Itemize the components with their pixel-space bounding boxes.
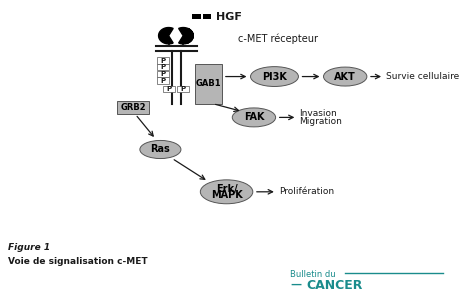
Text: —: — xyxy=(291,280,301,290)
Text: P: P xyxy=(180,86,185,92)
Text: AKT: AKT xyxy=(334,71,356,81)
Bar xyxy=(157,64,169,71)
Text: GRB2: GRB2 xyxy=(120,103,146,112)
Ellipse shape xyxy=(201,180,253,204)
Bar xyxy=(157,71,169,77)
Text: Erk/: Erk/ xyxy=(216,184,237,194)
Ellipse shape xyxy=(232,108,275,127)
Text: Voie de signalisation c-MET: Voie de signalisation c-MET xyxy=(8,257,147,266)
Text: GAB1: GAB1 xyxy=(195,79,221,88)
Bar xyxy=(157,57,169,64)
Bar xyxy=(192,14,201,19)
Polygon shape xyxy=(179,28,193,44)
Text: Survie cellulaire: Survie cellulaire xyxy=(386,72,459,81)
Text: Migration: Migration xyxy=(299,117,342,126)
Text: P: P xyxy=(160,78,165,83)
Text: Bulletin du: Bulletin du xyxy=(291,270,336,279)
Bar xyxy=(163,86,175,92)
Bar xyxy=(117,101,149,113)
Text: P: P xyxy=(160,58,165,64)
Text: CANCER: CANCER xyxy=(306,279,363,292)
Text: PI3K: PI3K xyxy=(262,71,287,81)
Text: P: P xyxy=(160,71,165,77)
Text: P: P xyxy=(160,64,165,70)
Bar xyxy=(195,64,222,103)
Text: Ras: Ras xyxy=(151,144,170,155)
Bar xyxy=(177,86,189,92)
Polygon shape xyxy=(159,28,173,44)
Text: Prolifération: Prolifération xyxy=(279,187,334,196)
Text: Invasion: Invasion xyxy=(299,108,337,118)
Text: P: P xyxy=(166,86,172,92)
Text: Figure 1: Figure 1 xyxy=(8,243,50,252)
Text: HGF: HGF xyxy=(216,12,242,22)
Text: c-MET récepteur: c-MET récepteur xyxy=(238,34,318,44)
Ellipse shape xyxy=(324,67,367,86)
Ellipse shape xyxy=(140,141,181,158)
Bar xyxy=(203,14,211,19)
Bar xyxy=(157,77,169,84)
Ellipse shape xyxy=(251,67,299,86)
Text: FAK: FAK xyxy=(244,112,264,122)
Text: MAPK: MAPK xyxy=(210,190,242,200)
